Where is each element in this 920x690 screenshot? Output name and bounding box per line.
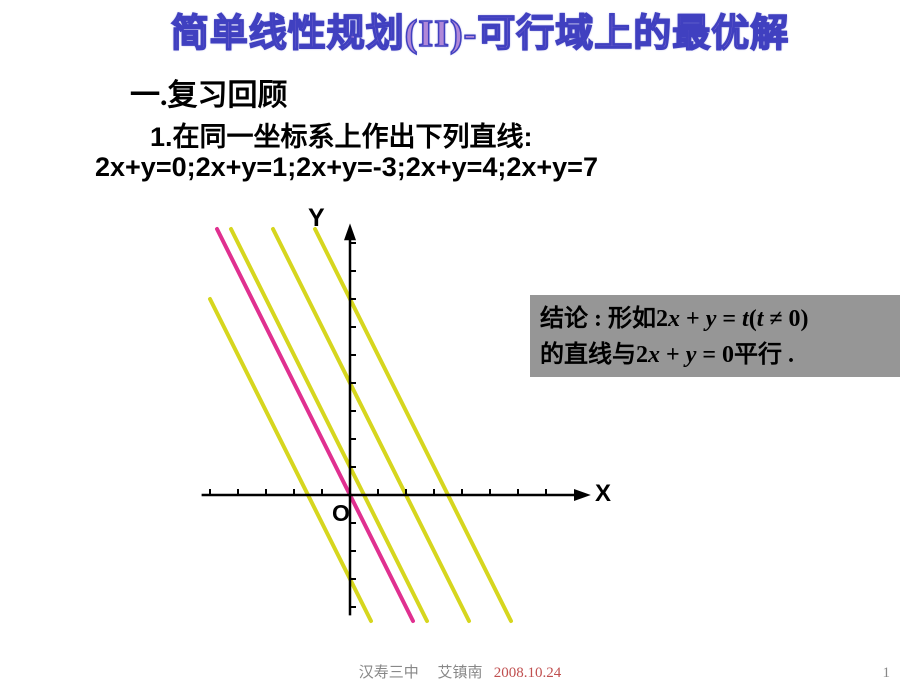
problem-text: 1.在同一坐标系上作出下列直线:	[150, 115, 533, 154]
footer-school: 汉寿三中	[359, 665, 419, 681]
equations-text: 2x+y=0;2x+y=1;2x+y=-3;2x+y=4;2x+y=7	[95, 152, 598, 183]
slide-title: 简单线性规划(II)-可行域上的最优解	[50, 2, 910, 57]
footer-date: 2008.10.24	[494, 665, 562, 681]
footer-author: 艾镇南	[438, 665, 483, 681]
coordinate-chart	[180, 200, 610, 630]
footer: 汉寿三中 艾镇南 2008.10.24	[0, 661, 920, 682]
conclusion-box: 结论 : 形如2x + y = t(t ≠ 0) 的直线与2x + y = 0平…	[530, 295, 900, 377]
section-heading: 一.复习回顾	[130, 70, 288, 114]
page-number: 1	[883, 665, 891, 682]
